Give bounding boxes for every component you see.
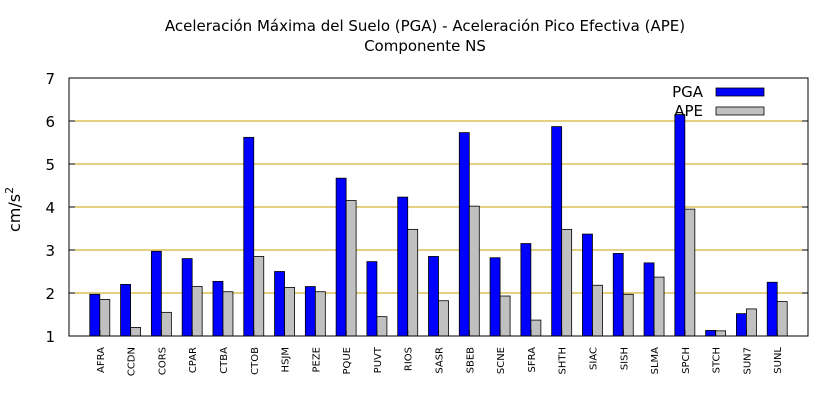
x-tick-label: PEZE (311, 347, 322, 373)
x-tick-label: PQUE (342, 347, 353, 375)
bar-ape-sasr (438, 300, 449, 337)
bar-ape-sfra (530, 319, 542, 337)
y-tick-label: 1 (45, 328, 55, 346)
y-axis-label-exponent: 2 (3, 187, 16, 194)
legend-swatch-pga (715, 87, 765, 97)
bar-pga-sish (612, 253, 624, 337)
bar-pga-sun7 (736, 313, 747, 337)
y-tick-label: 7 (45, 70, 55, 88)
x-tick-label: SISH (619, 347, 630, 370)
x-tick-label: RIOS (404, 347, 415, 371)
x-tick-label: CORS (157, 347, 168, 375)
bars (89, 114, 788, 337)
bar-ape-pque (345, 200, 357, 337)
bar-ape-cors (160, 311, 172, 337)
bar-pga-ctob (243, 136, 255, 337)
bar-pga-slma (643, 262, 655, 337)
bar-pga-ctba (212, 280, 224, 337)
x-tick-label: SBEB (465, 347, 476, 374)
x-tick-label: SCNE (496, 347, 507, 374)
bar-pga-pque (335, 177, 347, 337)
x-tick-label: STCH (712, 347, 723, 373)
legend-swatch-ape (715, 106, 765, 116)
x-tick-label: CCDN (127, 347, 138, 376)
bar-ape-sun7 (746, 308, 757, 337)
y-tick-label: 6 (45, 113, 55, 131)
bar-pga-rios (397, 196, 409, 337)
bar-ape-spch (684, 208, 696, 337)
bar-ape-peze (314, 291, 326, 337)
x-tick-label: PUVT (373, 346, 384, 373)
bar-ape-scne (499, 295, 511, 337)
bar-pga-sbeb (458, 132, 470, 337)
bar-pga-hsjm (274, 271, 285, 337)
bar-ape-siac (592, 284, 603, 337)
x-tick-label: SIAC (588, 347, 599, 370)
x-tick-label: CTOB (250, 347, 261, 375)
bar-pga-shth (551, 126, 563, 337)
bar-ape-shth (561, 228, 573, 337)
bar-pga-cors (150, 250, 162, 337)
chart-subtitle: Componente NS (364, 37, 486, 55)
bar-ape-afra (99, 299, 111, 337)
bar-pga-spch (674, 114, 686, 337)
bar-pga-siac (582, 233, 593, 337)
y-tick-label: 4 (45, 199, 55, 217)
bar-pga-ccdn (120, 283, 131, 337)
x-tick-label: CPAR (188, 347, 199, 373)
y-axis-label-unit: cm/s (5, 194, 24, 232)
legend-label-ape: APE (674, 102, 703, 120)
bar-pga-afra (89, 293, 101, 337)
bar-ape-ctba (222, 291, 234, 337)
x-tick-label: SLMA (650, 347, 661, 375)
bar-pga-stch (705, 330, 717, 337)
bar-ape-stch (715, 330, 727, 337)
chart-title: Aceleración Máxima del Suelo (PGA) - Ace… (165, 17, 685, 35)
x-tick-label: HSJM (281, 347, 292, 372)
x-ticks: AFRA CCDN CORS CPAR CTBA CTOB HSJM PEZE PQUE PUVT… (96, 330, 784, 376)
bar-ape-puvt (376, 316, 388, 337)
y-tick-label: 5 (45, 156, 55, 174)
y-ticks: 1 2 3 4 5 6 7 (45, 70, 808, 346)
bar-ape-slma (653, 276, 665, 337)
y-tick-label: 3 (45, 242, 55, 260)
bar-pga-scne (489, 257, 501, 337)
bar-ape-cpar (191, 286, 203, 337)
x-tick-label: SFRA (527, 347, 538, 373)
x-tick-label: SUNL (773, 347, 784, 374)
bar-ape-hsjm (284, 287, 295, 337)
bar-ape-sish (622, 293, 634, 337)
bar-ape-sunl (776, 301, 788, 337)
bar-pga-peze (304, 286, 316, 337)
bar-pga-sunl (766, 281, 778, 337)
bar-ape-sbeb (468, 205, 480, 337)
x-tick-label: SPCH (681, 347, 692, 374)
legend-label-pga: PGA (672, 83, 704, 101)
x-tick-label: AFRA (96, 347, 107, 373)
x-tick-label: SUN7 (742, 347, 753, 375)
x-tick-label: SASR (435, 347, 446, 374)
bar-ape-ctob (253, 256, 265, 337)
x-tick-label: SHTH (558, 347, 569, 375)
bar-pga-cpar (181, 258, 193, 337)
bar-pga-sasr (428, 256, 439, 337)
bar-pga-sfra (520, 243, 532, 337)
bar-ape-rios (407, 228, 419, 337)
y-tick-label: 2 (45, 285, 55, 303)
bar-ape-ccdn (130, 326, 141, 337)
bar-pga-puvt (366, 261, 378, 337)
y-axis-label: cm/s2 (3, 187, 24, 232)
x-tick-label: CTBA (219, 347, 230, 374)
